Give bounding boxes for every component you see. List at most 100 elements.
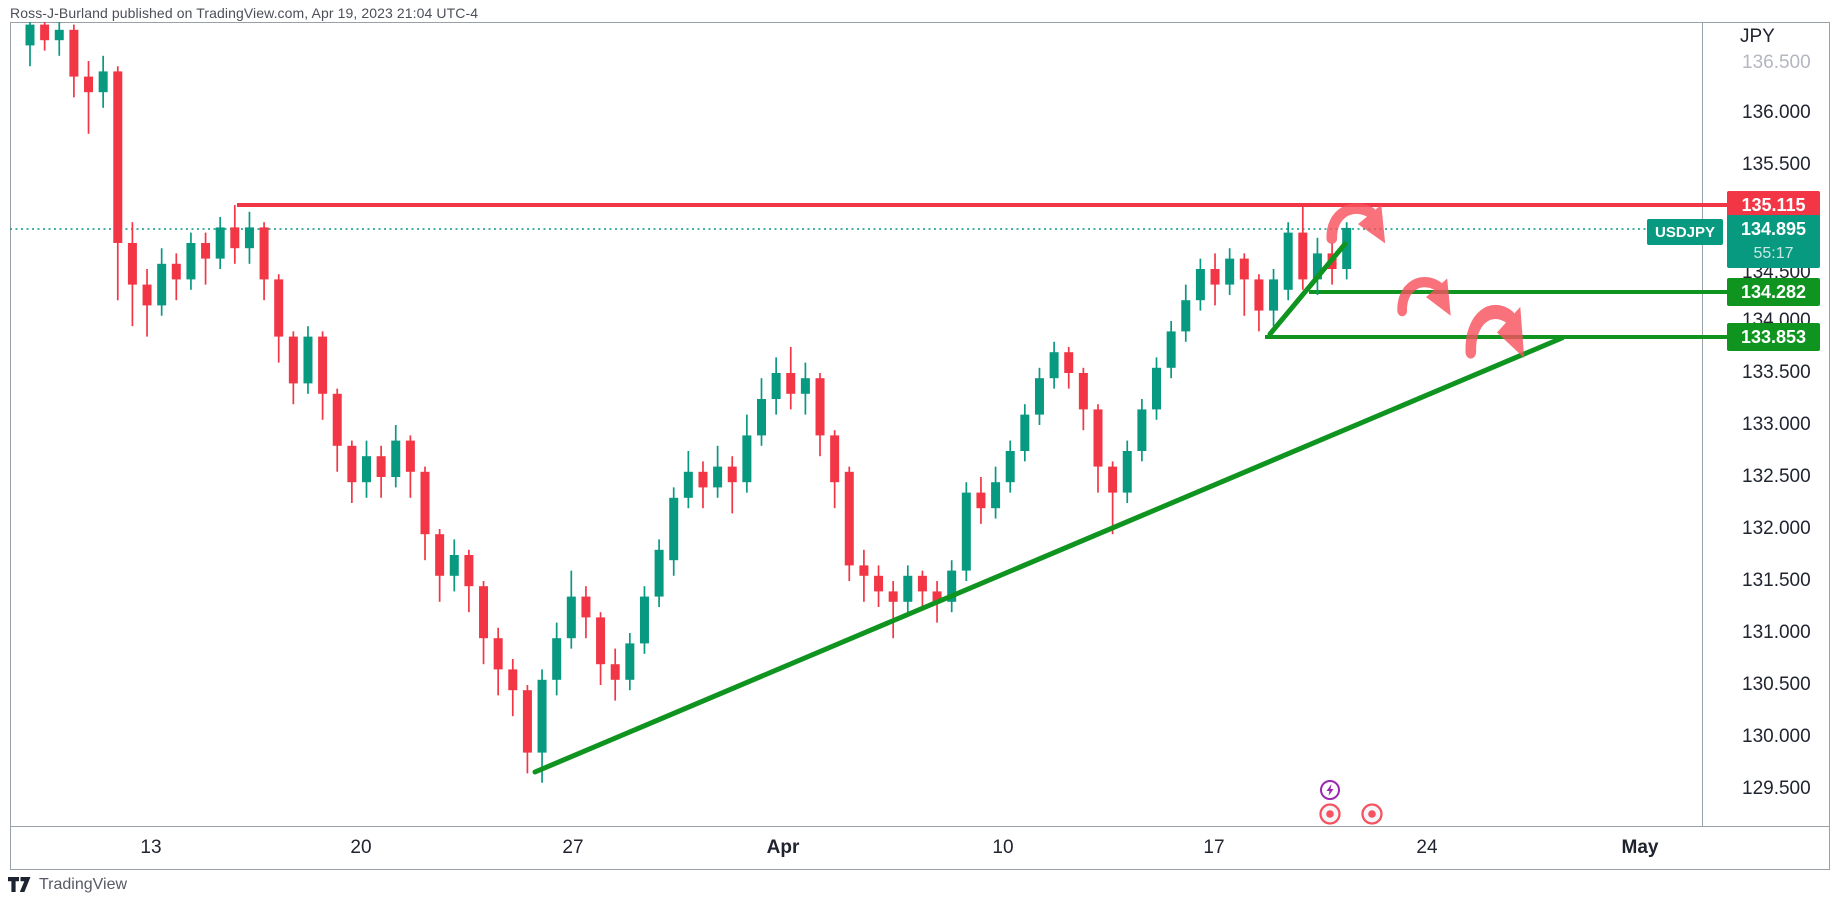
candle-body (98, 71, 108, 93)
lightning-marker[interactable] (1320, 780, 1340, 800)
candle-body (1049, 352, 1059, 379)
candle-body (874, 575, 884, 592)
candle-body (376, 456, 386, 477)
target-dot-icon (1368, 810, 1376, 818)
candle-body (581, 596, 591, 618)
candle-body (1298, 232, 1308, 280)
candle-body (596, 617, 606, 665)
candle-body (932, 591, 942, 602)
curved-arrow-3[interactable] (1465, 305, 1525, 359)
candle-body (303, 336, 313, 384)
candle-body (1020, 414, 1030, 451)
candle-body (405, 440, 415, 472)
time-tick: 27 (562, 837, 584, 858)
price-tick: 130.000 (1742, 726, 1811, 747)
candle-body (610, 664, 620, 680)
candle-body (961, 492, 971, 571)
main-ascending-trendline[interactable] (532, 335, 1565, 775)
tradingview-logo-text: TradingView (39, 876, 128, 893)
arrow-arc (1326, 203, 1376, 244)
candle-body (1269, 279, 1279, 311)
candle-body (537, 679, 547, 753)
candle-body (771, 373, 781, 399)
candle-body (888, 591, 898, 602)
price-tick: 133.000 (1742, 414, 1811, 435)
candle-body (669, 497, 679, 561)
candle-body (522, 690, 532, 753)
tradingview-logo-icon (8, 877, 31, 892)
time-tick: 10 (992, 837, 1014, 858)
candle-body (1181, 300, 1191, 332)
price-tick: 133.500 (1742, 362, 1811, 383)
target-dot-icon (1326, 810, 1334, 818)
candle-body (1034, 378, 1044, 415)
candle-body (1078, 373, 1088, 410)
target-marker-1[interactable] (1319, 803, 1341, 825)
arrow-head (1426, 278, 1451, 316)
candle-body (288, 336, 298, 384)
candle-body (786, 373, 796, 394)
candle-body (859, 565, 869, 576)
candle-body (844, 471, 854, 566)
candle-body (991, 482, 1001, 509)
candle-body (230, 227, 240, 249)
tradingview-logo[interactable]: TradingView (8, 876, 127, 894)
attribution-text: Ross-J-Burland published on TradingView.… (10, 5, 479, 21)
price-tick: 136.500 (1742, 52, 1811, 73)
candle-body (201, 243, 211, 259)
candle-body (420, 471, 430, 535)
target-marker-2[interactable] (1361, 803, 1383, 825)
support-upper-price-tag: 134.282 (1727, 278, 1820, 306)
candle-body (1210, 269, 1220, 285)
candle-body (84, 76, 94, 93)
curved-arrow-1[interactable] (1326, 203, 1386, 244)
candle-body (1005, 451, 1015, 483)
candle-body (830, 435, 840, 483)
candle-body (391, 440, 401, 477)
price-tick: 131.000 (1742, 622, 1811, 643)
candle-body (259, 227, 269, 280)
candle-body (742, 435, 752, 483)
symbol-tag: USDJPY (1647, 219, 1723, 245)
bar-countdown: 55:17 (1753, 245, 1794, 262)
candle-body (449, 555, 459, 576)
support-lower-price-value: 133.853 (1740, 326, 1807, 347)
time-tick: May (1621, 837, 1659, 858)
symbol-name: USDJPY (1654, 223, 1716, 241)
candle-body (947, 570, 957, 602)
candle-body (171, 263, 181, 280)
candle-body (1064, 352, 1074, 373)
short-steep-trendline[interactable] (1267, 241, 1348, 337)
candle-body (1122, 451, 1132, 493)
candle-body (1254, 279, 1264, 311)
arrow-head (1497, 306, 1525, 358)
candle-body (698, 471, 708, 488)
candle-body (625, 643, 635, 680)
candle-body (508, 669, 518, 691)
candle-body (903, 575, 913, 602)
candle-body (186, 243, 196, 280)
candle-body (1239, 258, 1249, 280)
candle-body (435, 534, 445, 576)
candle-body (757, 399, 766, 436)
candle-body (69, 29, 79, 77)
candle-body (1166, 331, 1176, 368)
arrow-arc (1397, 277, 1443, 317)
candle-body (727, 466, 737, 483)
candle-body (1312, 253, 1322, 280)
curved-arrow-2[interactable] (1397, 277, 1451, 317)
last-price-value: 134.895 (1740, 218, 1807, 239)
time-tick: Apr (766, 837, 800, 858)
candle-body (127, 243, 137, 285)
candle-body (493, 638, 503, 670)
resistance-price-tag: 135.115 (1727, 191, 1820, 219)
price-tick: 132.500 (1742, 466, 1811, 487)
candle-body (479, 586, 489, 639)
candle-body (142, 284, 152, 306)
candle-body (157, 263, 167, 306)
candle-body (917, 575, 927, 592)
candle-body (318, 336, 328, 394)
candle-body (1152, 367, 1162, 410)
arrow-head (1358, 204, 1386, 244)
